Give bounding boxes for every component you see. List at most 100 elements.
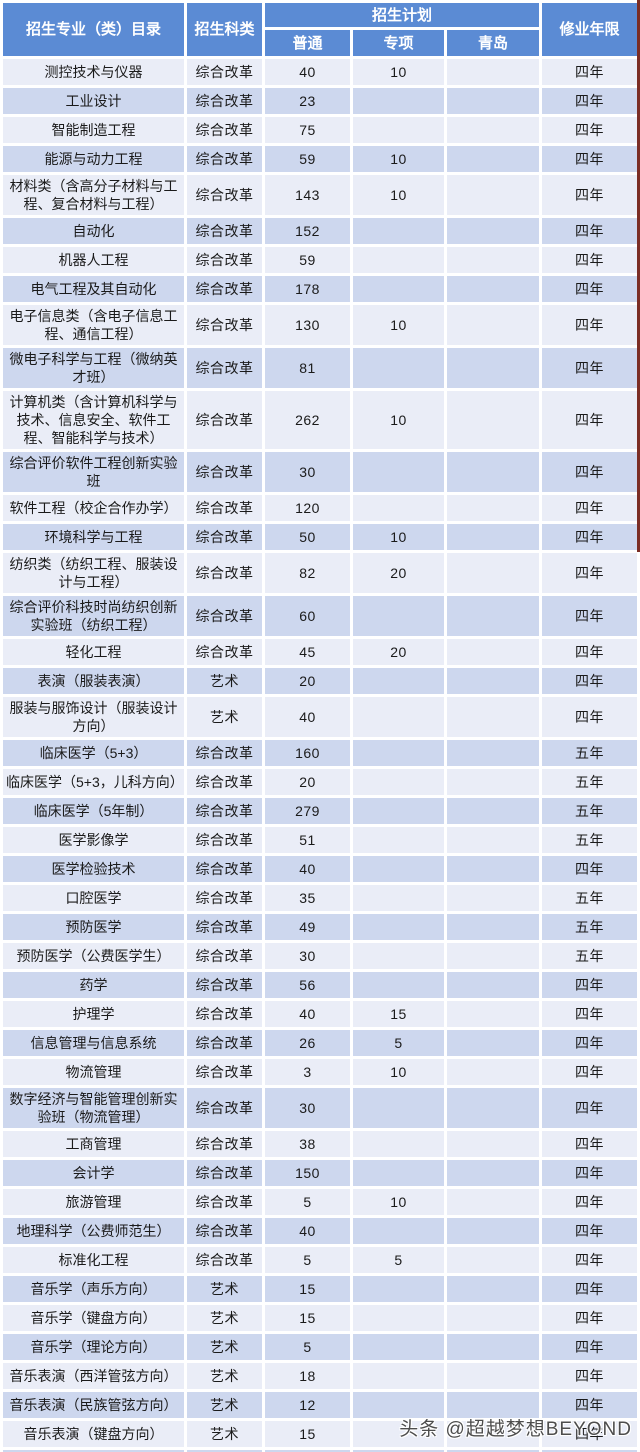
cell-plan-qingdao <box>447 1247 539 1273</box>
table-row: 轻化工程 综合改革 45 20 四年 <box>3 639 637 665</box>
header-plan-qingdao: 青岛 <box>447 30 539 56</box>
header-years: 修业年限 <box>542 3 637 56</box>
cell-years: 四年 <box>542 348 637 388</box>
cell-plan-special <box>353 914 444 940</box>
cell-major: 预防医学（公费医学生） <box>3 943 184 969</box>
cell-plan-special <box>353 1218 444 1244</box>
table-body: 测控技术与仪器 综合改革 40 10 四年 工业设计 综合改革 23 四年 智能制造工程 综合改革 7… <box>3 59 637 1452</box>
cell-category: 综合改革 <box>187 247 262 273</box>
cell-category: 艺术 <box>187 1450 262 1452</box>
cell-plan-qingdao <box>447 1392 539 1418</box>
table-row: 电气工程及其自动化 综合改革 178 四年 <box>3 276 637 302</box>
cell-plan-qingdao <box>447 1363 539 1389</box>
cell-major: 信息管理与信息系统 <box>3 1030 184 1056</box>
cell-category: 综合改革 <box>187 885 262 911</box>
table-row: 智能制造工程 综合改革 75 四年 <box>3 117 637 143</box>
cell-plan-special <box>353 885 444 911</box>
cell-plan-regular: 81 <box>265 348 350 388</box>
table-row: 软件工程（校企合作办学） 综合改革 120 四年 <box>3 495 637 521</box>
cell-category: 艺术 <box>187 1334 262 1360</box>
cell-plan-qingdao <box>447 972 539 998</box>
cell-plan-qingdao <box>447 59 539 85</box>
cell-plan-special: 10 <box>353 524 444 550</box>
table-row: 口腔医学 综合改革 35 五年 <box>3 885 637 911</box>
cell-years: 四年 <box>542 697 637 737</box>
cell-major: 会计学 <box>3 1160 184 1186</box>
cell-plan-qingdao <box>447 1001 539 1027</box>
cell-years: 四年 <box>542 276 637 302</box>
table-row: 工业设计 综合改革 23 四年 <box>3 88 637 114</box>
cell-years: 五年 <box>542 943 637 969</box>
cell-plan-special <box>353 596 444 636</box>
cell-category: 综合改革 <box>187 452 262 492</box>
cell-major: 口腔医学 <box>3 885 184 911</box>
cell-category: 综合改革 <box>187 769 262 795</box>
cell-category: 综合改革 <box>187 146 262 172</box>
cell-plan-qingdao <box>447 218 539 244</box>
cell-years: 五年 <box>542 769 637 795</box>
cell-major: 音乐表演（民族管弦方向） <box>3 1392 184 1418</box>
table-row: 计算机类（含计算机科学与技术、信息安全、软件工程、智能科学与技术） 综合改革 262… <box>3 391 637 449</box>
cell-plan-qingdao <box>447 639 539 665</box>
cell-plan-qingdao <box>447 146 539 172</box>
cell-category: 综合改革 <box>187 914 262 940</box>
cell-plan-qingdao <box>447 276 539 302</box>
cell-major: 表演（服装表演） <box>3 668 184 694</box>
cell-years: 四年 <box>542 1363 637 1389</box>
cell-plan-regular: 50 <box>265 524 350 550</box>
cell-category: 综合改革 <box>187 1059 262 1085</box>
cell-plan-special <box>353 276 444 302</box>
cell-plan-special <box>353 1450 444 1452</box>
cell-major: 测控技术与仪器 <box>3 59 184 85</box>
header-plan-regular: 普通 <box>265 30 350 56</box>
cell-category: 综合改革 <box>187 1189 262 1215</box>
cell-plan-special <box>353 668 444 694</box>
cell-years: 四年 <box>542 1450 637 1452</box>
cell-major: 物流管理 <box>3 1059 184 1085</box>
cell-plan-qingdao <box>447 1305 539 1331</box>
table-row: 表演（服装表演） 艺术 20 四年 <box>3 668 637 694</box>
cell-category: 综合改革 <box>187 175 262 215</box>
cell-category: 综合改革 <box>187 943 262 969</box>
cell-plan-regular: 40 <box>265 697 350 737</box>
cell-years: 四年 <box>542 247 637 273</box>
cell-category: 综合改革 <box>187 218 262 244</box>
cell-years: 四年 <box>542 1334 637 1360</box>
cell-plan-special: 10 <box>353 391 444 449</box>
cell-plan-regular: 152 <box>265 218 350 244</box>
cell-major: 轻化工程 <box>3 639 184 665</box>
cell-plan-qingdao <box>447 668 539 694</box>
cell-major: 电气工程及其自动化 <box>3 276 184 302</box>
cell-major: 数字经济与智能管理创新实验班（物流管理） <box>3 1088 184 1128</box>
cell-plan-qingdao <box>447 943 539 969</box>
table-row: 机器人工程 综合改革 59 四年 <box>3 247 637 273</box>
cell-plan-special: 10 <box>353 1189 444 1215</box>
cell-plan-special <box>353 218 444 244</box>
cell-plan-regular: 18 <box>265 1363 350 1389</box>
cell-plan-special <box>353 1160 444 1186</box>
cell-category: 综合改革 <box>187 305 262 345</box>
header-plan-special: 专项 <box>353 30 444 56</box>
table-row: 综合评价科技时尚纺织创新实验班（纺织工程） 综合改革 60 四年 <box>3 596 637 636</box>
table-row: 环境科学与工程 综合改革 50 10 四年 <box>3 524 637 550</box>
cell-years: 四年 <box>542 495 637 521</box>
cell-plan-qingdao <box>447 452 539 492</box>
cell-plan-qingdao <box>447 914 539 940</box>
cell-category: 艺术 <box>187 697 262 737</box>
cell-years: 四年 <box>542 639 637 665</box>
cell-plan-special: 10 <box>353 1059 444 1085</box>
cell-major: 音乐学（键盘方向） <box>3 1305 184 1331</box>
cell-plan-qingdao <box>447 1334 539 1360</box>
cell-plan-special <box>353 348 444 388</box>
cell-major: 临床医学（5年制） <box>3 798 184 824</box>
cell-plan-regular: 3 <box>265 1059 350 1085</box>
cell-category: 综合改革 <box>187 740 262 766</box>
cell-years: 四年 <box>542 218 637 244</box>
table-row: 音乐学（理论方向） 艺术 5 四年 <box>3 1334 637 1360</box>
cell-category: 综合改革 <box>187 1088 262 1128</box>
cell-plan-regular: 45 <box>265 639 350 665</box>
cell-plan-regular: 30 <box>265 1088 350 1128</box>
cell-major: 材料类（含高分子材料与工程、复合材料与工程） <box>3 175 184 215</box>
cell-plan-qingdao <box>447 553 539 593</box>
cell-plan-qingdao <box>447 495 539 521</box>
